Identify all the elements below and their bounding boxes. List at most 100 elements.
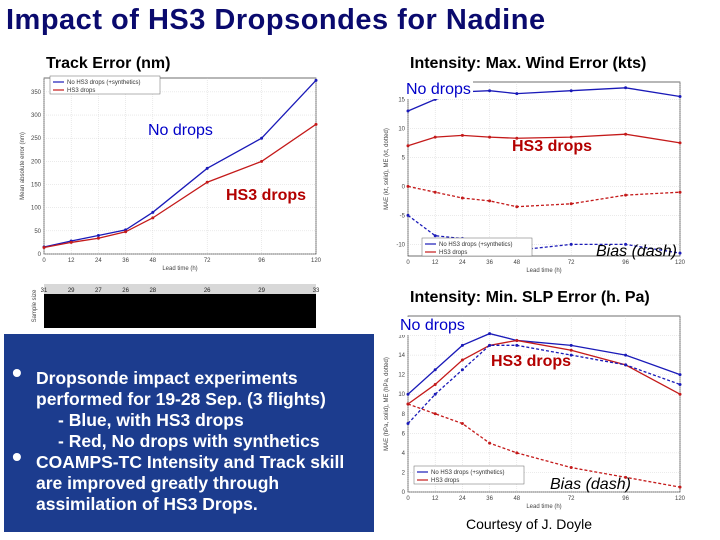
- y-tick-label: 5: [402, 155, 406, 161]
- data-point: [678, 251, 682, 255]
- track-label-no-drops: No drops: [148, 122, 213, 139]
- data-point: [406, 144, 410, 148]
- data-point: [569, 89, 573, 93]
- bullet-sub-red: - Red, No drops with synthetics: [58, 431, 320, 451]
- bullet-experiments: • Dropsonde impact experiments performed…: [12, 359, 366, 410]
- slp-label-bias: Bias (dash): [550, 476, 631, 493]
- data-point: [406, 184, 410, 188]
- wind-label-no-drops: No drops: [404, 81, 473, 99]
- bullet-dot-icon: •: [12, 441, 22, 472]
- data-point: [205, 166, 209, 170]
- data-point: [69, 240, 73, 244]
- plot-area: [43, 77, 317, 255]
- data-point: [488, 89, 492, 93]
- sample-count: 28: [149, 288, 156, 294]
- data-point: [488, 199, 492, 203]
- slp-label-no-drops: No drops: [398, 317, 467, 335]
- y-axis-label: MAE (kt, solid), ME (kt, dotted): [384, 128, 390, 210]
- wind-label-hs3-drops: HS3 drops: [512, 138, 593, 155]
- x-tick-label: 24: [459, 496, 466, 502]
- y-tick-label: 350: [31, 90, 42, 96]
- x-tick-label: 12: [432, 496, 439, 502]
- sample-count: 26: [122, 288, 129, 294]
- x-tick-label: 0: [406, 496, 410, 502]
- y-tick-label: 100: [31, 206, 42, 212]
- y-tick-label: -5: [400, 213, 406, 219]
- y-tick-label: 8: [402, 412, 406, 418]
- data-point: [406, 109, 410, 113]
- data-point: [678, 95, 682, 98]
- y-tick-label: 2: [402, 470, 406, 476]
- legend-entry: No HS3 drops (+synthetics): [67, 80, 141, 86]
- slp-chart-title: Intensity: Min. SLP Error (h. Pa): [410, 289, 650, 306]
- sample-count-band: [44, 284, 316, 294]
- y-tick-label: 0: [402, 490, 406, 496]
- sample-axis-label: Sample size: [32, 289, 38, 322]
- data-point: [433, 382, 437, 386]
- data-point: [460, 133, 464, 137]
- x-tick-label: 48: [513, 496, 520, 502]
- sample-count: 31: [41, 288, 48, 294]
- data-point: [314, 122, 318, 126]
- legend-entry: No HS3 drops (+synthetics): [439, 242, 513, 248]
- data-point: [433, 135, 437, 139]
- y-tick-label: 14: [398, 353, 405, 359]
- data-point: [460, 196, 464, 200]
- y-tick-label: 15: [398, 97, 405, 103]
- data-point: [96, 236, 100, 240]
- x-tick-label: 24: [95, 258, 102, 264]
- y-tick-label: 50: [34, 229, 41, 235]
- y-tick-label: 4: [402, 451, 406, 457]
- x-tick-label: 120: [675, 260, 686, 266]
- data-point: [515, 451, 519, 455]
- data-point: [678, 373, 682, 377]
- series-line-1: [407, 133, 681, 147]
- data-point: [460, 368, 464, 372]
- data-point: [460, 358, 464, 362]
- y-tick-label: 10: [398, 126, 405, 132]
- data-point: [488, 343, 492, 347]
- x-axis-label: Lead time (h): [162, 266, 197, 272]
- data-point: [678, 382, 682, 386]
- legend-entry: HS3 drops: [431, 478, 459, 484]
- data-point: [460, 343, 464, 347]
- legend-box: [49, 75, 161, 95]
- data-point: [569, 343, 573, 347]
- data-point: [624, 363, 628, 367]
- y-tick-label: 10: [398, 392, 405, 398]
- data-point: [569, 353, 573, 357]
- y-tick-label: 0: [38, 252, 42, 258]
- data-point: [624, 242, 628, 246]
- bullet-sub-blue: - Blue, with HS3 drops: [58, 410, 244, 430]
- series-line-2: [407, 344, 681, 424]
- x-tick-label: 12: [68, 258, 75, 264]
- data-point: [433, 368, 437, 372]
- legend-entry: No HS3 drops (+synthetics): [431, 470, 505, 476]
- x-tick-label: 96: [622, 496, 629, 502]
- x-tick-label: 12: [432, 260, 439, 266]
- series-line-0: [407, 332, 681, 395]
- data-point: [569, 135, 573, 139]
- data-point: [624, 353, 628, 357]
- legend-box: [413, 465, 525, 485]
- legend-entry: HS3 drops: [439, 250, 467, 256]
- data-point: [515, 338, 519, 342]
- data-point: [569, 348, 573, 352]
- data-point: [678, 190, 682, 194]
- data-point: [406, 213, 410, 217]
- data-point: [96, 233, 100, 237]
- y-tick-label: 0: [402, 184, 406, 190]
- sample-count: 33: [313, 288, 320, 294]
- data-point: [488, 332, 492, 336]
- series-line-2: [407, 214, 681, 254]
- x-axis-label: Lead time (h): [526, 268, 561, 274]
- x-tick-label: 72: [568, 260, 575, 266]
- data-point: [124, 230, 128, 234]
- series-line-3: [407, 185, 681, 208]
- courtesy-credit: Courtesy of J. Doyle: [466, 516, 593, 532]
- data-point: [406, 422, 410, 426]
- data-point: [569, 466, 573, 470]
- x-tick-label: 36: [122, 258, 129, 264]
- series-line-1: [407, 339, 681, 405]
